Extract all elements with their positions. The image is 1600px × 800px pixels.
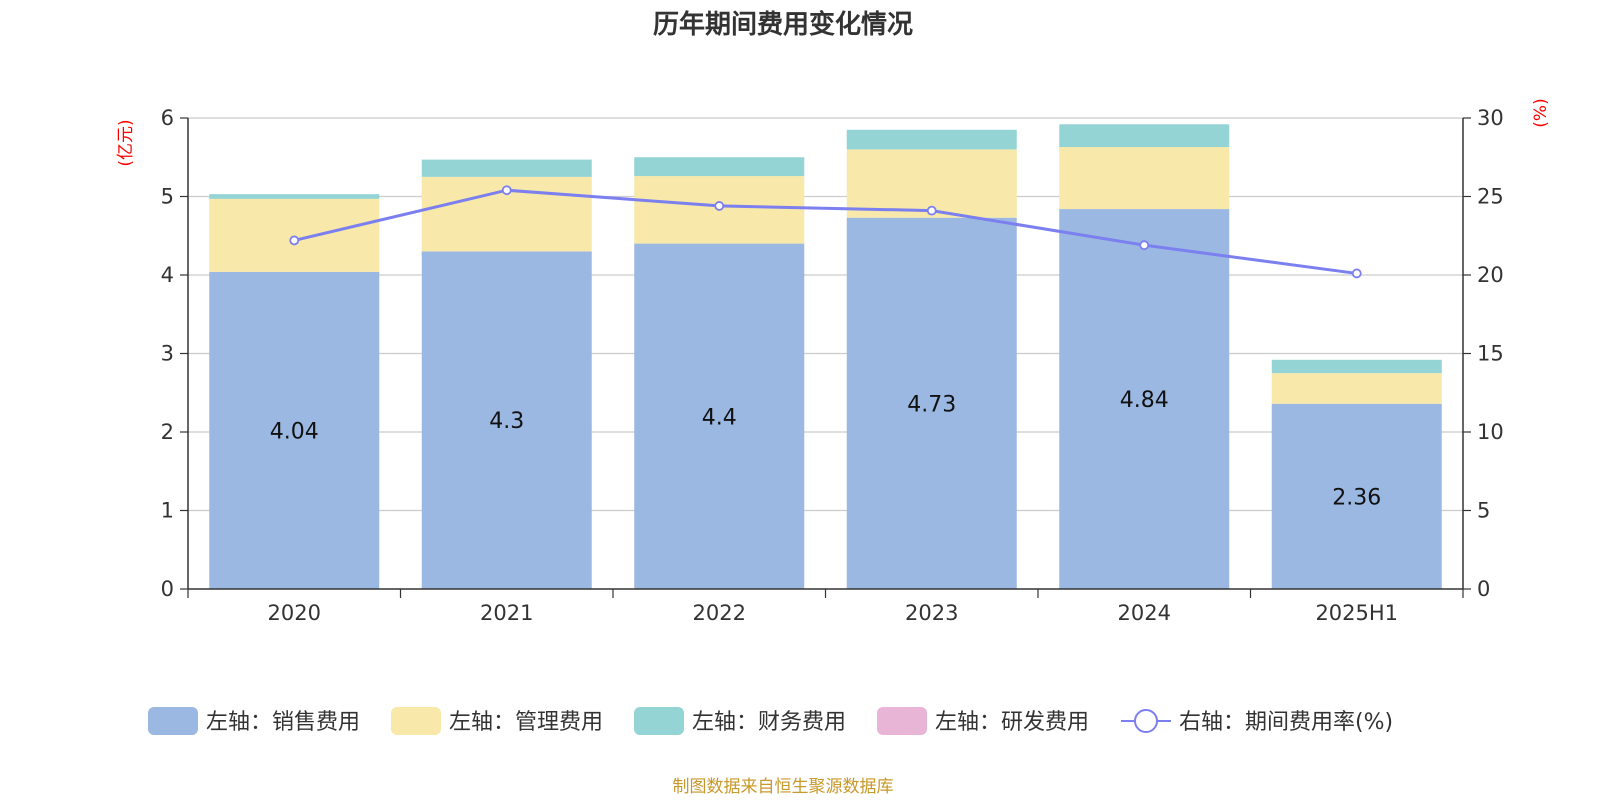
legend-swatch [877, 707, 927, 735]
data-labels: 4.04 4.3 4.4 4.73 4.84 2.36 [270, 388, 1381, 510]
bar-segment [634, 243, 805, 589]
line-point [501, 185, 512, 196]
right-axis-tick-label: 20 [1477, 263, 1504, 287]
right-axis-tick-label: 25 [1477, 185, 1504, 209]
right-axis-unit: (%) [1531, 98, 1551, 127]
legend-swatch [391, 707, 441, 735]
bar-segment [1059, 124, 1230, 148]
right-axis-tick-label: 30 [1477, 106, 1504, 130]
x-axis-label: 2023 [905, 601, 958, 625]
data-label: 2.36 [1332, 485, 1381, 510]
data-label: 4.04 [270, 419, 319, 444]
x-axis-label: 2024 [1118, 601, 1171, 625]
line-point [714, 201, 725, 211]
data-label: 4.3 [489, 409, 524, 434]
expense-rate-line [289, 185, 1362, 279]
legend-swatch [634, 707, 684, 735]
left-axis-tick-label: 1 [161, 499, 174, 523]
left-axis-tick-label: 6 [161, 106, 174, 130]
legend-label: 左轴：研发费用 [935, 710, 1089, 735]
bar-segment [209, 194, 380, 199]
x-axis-label: 2022 [693, 601, 746, 625]
legend-marker [1134, 709, 1158, 733]
right-axis-tick-label: 10 [1477, 420, 1504, 444]
legend-label: 左轴：财务费用 [692, 710, 846, 735]
right-axis-tick-label: 15 [1477, 342, 1504, 366]
bar-segment [846, 217, 1017, 589]
axes: 0 1 2 3 4 5 6 0 5 10 15 20 25 30 2020 2021 2022 2023 2024 2… [116, 98, 1551, 625]
left-axis-tick-label: 2 [161, 420, 174, 444]
left-axis-unit: (亿元) [116, 119, 136, 166]
bar-segment [209, 271, 380, 589]
bar-segment [1271, 403, 1442, 589]
source-note: 制图数据来自恒生聚源数据库 [673, 777, 894, 797]
bar-segment [421, 251, 592, 589]
left-axis-tick-label: 4 [161, 263, 174, 287]
bar-segment [1059, 147, 1230, 210]
chart-title: 历年期间费用变化情况 [653, 9, 913, 40]
data-label: 4.84 [1120, 388, 1169, 413]
x-axis-label: 2025H1 [1315, 601, 1398, 625]
bar-segment [1271, 373, 1442, 404]
legend-label: 左轴：销售费用 [206, 710, 360, 735]
line-point [926, 205, 937, 216]
legend-item[interactable]: 左轴：财务费用 [634, 707, 846, 735]
bar-segment [1059, 209, 1230, 589]
right-axis-tick-label: 5 [1477, 499, 1490, 523]
legend-item[interactable]: 右轴：期间费用率(%) [1121, 709, 1393, 735]
bar-segment [209, 198, 380, 272]
legend-label: 右轴：期间费用率(%) [1179, 710, 1393, 735]
data-label: 4.73 [907, 392, 956, 417]
legend[interactable]: 左轴：销售费用 左轴：管理费用 左轴：财务费用 左轴：研发费用 右轴：期间费用率(%) [148, 707, 1393, 735]
legend-item[interactable]: 左轴：销售费用 [148, 707, 360, 735]
bars [209, 124, 1442, 589]
x-axis-label: 2020 [268, 601, 321, 625]
line-point [289, 235, 300, 246]
bar-segment [846, 129, 1017, 150]
bar-segment [1271, 359, 1442, 374]
data-label: 4.4 [702, 405, 737, 430]
x-axis-label: 2021 [480, 601, 533, 625]
line-point [1351, 268, 1362, 279]
legend-swatch [148, 707, 198, 735]
bar-segment [421, 159, 592, 177]
bar-segment [634, 157, 805, 177]
left-axis-tick-label: 3 [161, 342, 174, 366]
left-axis-tick-label: 5 [161, 185, 174, 209]
line-point [1139, 240, 1150, 251]
right-axis-tick-label: 0 [1477, 577, 1490, 601]
legend-item[interactable]: 左轴：管理费用 [391, 707, 603, 735]
expense-rate-polyline [293, 188, 1357, 275]
left-axis-tick-label: 0 [161, 577, 174, 601]
legend-label: 左轴：管理费用 [449, 710, 603, 735]
legend-item[interactable]: 左轴：研发费用 [877, 707, 1089, 735]
gridlines [188, 117, 1463, 512]
